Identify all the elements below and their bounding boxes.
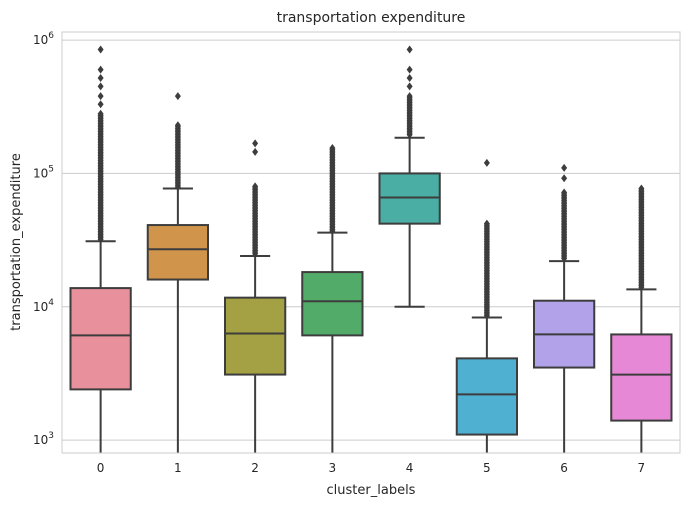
box-group-0	[69, 45, 132, 453]
x-axis-label: cluster_labels	[327, 483, 416, 498]
x-tick-label: 1	[174, 461, 182, 475]
box	[146, 224, 210, 281]
outlier-point	[561, 174, 568, 183]
box-group-6	[532, 163, 596, 453]
outlier-point	[638, 184, 645, 193]
outlier-point	[97, 65, 104, 74]
outlier-point	[406, 73, 413, 82]
outlier-point	[97, 45, 104, 54]
outlier-point	[561, 163, 568, 172]
outlier-point	[483, 219, 490, 228]
box	[610, 333, 673, 422]
outlier-point	[97, 82, 104, 91]
y-tick-label: 105	[33, 164, 54, 180]
plot-area-border	[61, 31, 681, 454]
outlier-point	[174, 92, 181, 101]
outlier-point	[406, 92, 413, 101]
outlier-point	[252, 147, 259, 156]
x-tick-label: 7	[638, 461, 646, 475]
box-group-7	[610, 184, 673, 453]
box-group-4	[378, 45, 441, 308]
box-group-2	[223, 139, 287, 453]
outlier-point	[561, 188, 568, 197]
chart-title: transportation expenditure	[277, 10, 466, 26]
box	[301, 271, 364, 337]
y-axis-label: transportation_expenditure	[9, 153, 24, 331]
outlier-point	[97, 73, 104, 82]
x-tick-label: 0	[97, 461, 105, 475]
box	[69, 287, 132, 391]
outlier-point	[252, 182, 259, 191]
outlier-point	[329, 144, 336, 153]
outlier-point	[406, 65, 413, 74]
outlier-point	[483, 158, 490, 167]
outlier-point	[406, 82, 413, 91]
boxes-layer	[69, 45, 673, 453]
x-tick-label: 6	[560, 461, 568, 475]
y-tick-label: 103	[33, 431, 54, 447]
outlier-point	[174, 121, 181, 130]
x-axis: 0 1 2 3 4 5 6 7	[97, 461, 645, 475]
box	[455, 357, 519, 436]
x-tick-label: 2	[251, 461, 259, 475]
box-group-3	[301, 144, 364, 453]
y-tick-label: 104	[33, 298, 54, 314]
box	[223, 296, 287, 376]
outlier-point	[97, 100, 104, 109]
x-tick-label: 5	[483, 461, 491, 475]
y-tick-label: 106	[33, 31, 54, 47]
outlier-point	[406, 45, 413, 54]
box-group-1	[146, 92, 210, 453]
outlier-point	[97, 109, 104, 118]
outlier-point	[252, 139, 259, 148]
y-axis: 103 104 105 106	[33, 31, 54, 447]
box-group-5	[455, 158, 519, 453]
x-tick-label: 4	[406, 461, 414, 475]
box	[378, 172, 441, 225]
x-tick-label: 3	[329, 461, 337, 475]
outlier-point	[97, 92, 104, 101]
